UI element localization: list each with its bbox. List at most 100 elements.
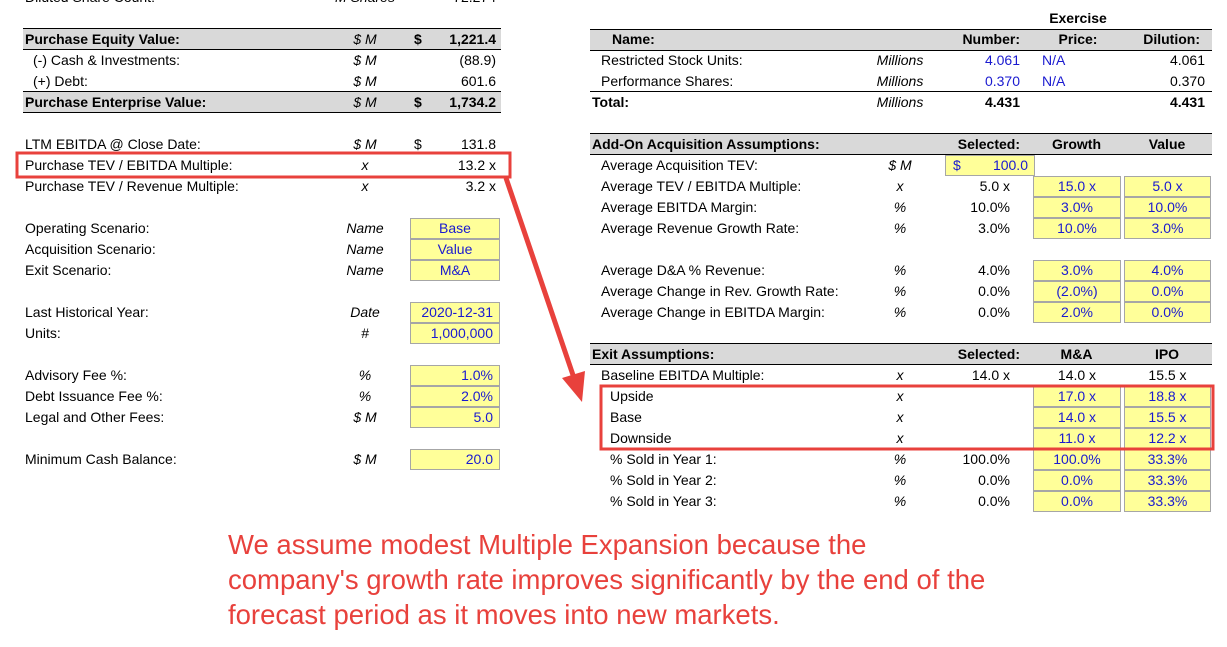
row-value: 15.5 x [1148, 367, 1187, 383]
input-cell [1033, 470, 1121, 491]
row-label: Restricted Stock Units: [601, 52, 743, 68]
row-value: 10.0% [970, 199, 1010, 215]
row-unit: $ M [353, 451, 377, 467]
row-unit: % [893, 451, 907, 467]
row-label: Legal and Other Fees: [25, 409, 165, 425]
row-value: 14.0 x [1057, 409, 1097, 425]
row-unit: x [896, 388, 904, 404]
row-unit: $ M [353, 73, 377, 89]
row-value: 18.8 x [1148, 388, 1187, 404]
row-unit: Name [346, 241, 384, 257]
section-header: Exit Assumptions: [592, 346, 715, 362]
row-value: 4.431 [1169, 94, 1205, 110]
header-band [23, 28, 501, 50]
row-value: 33.3% [1147, 493, 1188, 509]
column-header: Selected: [957, 136, 1020, 152]
input-cell [1033, 281, 1121, 302]
row-value: 3.0% [1151, 220, 1184, 236]
row-value: 12.2 x [1148, 430, 1187, 446]
row-value: 0.0% [978, 304, 1010, 320]
row-unit: % [358, 367, 372, 383]
input-cell [1124, 197, 1211, 218]
input-cell [1033, 407, 1121, 428]
row-label: Performance Shares: [601, 73, 734, 89]
row-value: 20.0 [465, 451, 493, 467]
input-cell [1124, 281, 1211, 302]
row-value: 15.5 x [1148, 409, 1187, 425]
row-value: 3.0% [1061, 262, 1093, 278]
input-cell [1124, 260, 1211, 281]
row-value: 72.274 [400, 0, 496, 8]
row-label: LTM EBITDA @ Close Date: [25, 136, 201, 152]
row-label: Acquisition Scenario: [25, 241, 156, 257]
row-value: 14.0 x [971, 367, 1010, 383]
input-cell [410, 407, 500, 428]
input-cell [1124, 491, 1211, 512]
header-band [590, 343, 1212, 365]
header-band [590, 29, 1212, 51]
row-label: Purchase Enterprise Value: [25, 94, 207, 110]
row-value: 4.061 [1169, 52, 1205, 68]
input-cell [410, 218, 500, 239]
row-unit: x [896, 178, 904, 194]
row-value: 4.0% [1151, 262, 1184, 278]
row-unit: $ M [353, 52, 377, 68]
input-cell [1033, 260, 1121, 281]
row-value: 4.0% [978, 262, 1010, 278]
row-unit: $ M [353, 409, 377, 425]
highlight-box [599, 384, 1215, 451]
row-value: 5.0 [473, 409, 493, 425]
row-label: Base [610, 409, 642, 425]
input-cell [1124, 470, 1211, 491]
header-band [23, 91, 501, 113]
row-value: 0.0% [1151, 304, 1184, 320]
row-unit: x [896, 367, 904, 383]
row-value: Base [439, 220, 471, 236]
row-value: 33.3% [1147, 451, 1188, 467]
input-cell [1124, 218, 1211, 239]
input-cell [410, 302, 500, 323]
row-unit: x [896, 409, 904, 425]
row-unit: x [896, 430, 904, 446]
row-value: 1.0% [461, 367, 493, 383]
row-value: 0.0% [1061, 493, 1093, 509]
row-label: Units: [25, 325, 61, 341]
row-label: (+) Debt: [33, 73, 88, 89]
row-value: 5.0 x [1152, 178, 1183, 194]
currency-sign: $ [414, 136, 422, 152]
column-header: Value [1148, 136, 1186, 152]
row-value: 14.0 x [1057, 367, 1097, 383]
header-band [590, 133, 1212, 155]
row-value: 4.061 [984, 52, 1020, 68]
currency-sign: $ [953, 157, 961, 173]
annotation-text: company's growth rate improves significa… [228, 564, 986, 595]
currency-sign: $ [414, 31, 422, 47]
row-unit: $ M [353, 136, 377, 152]
row-label: Last Historical Year: [25, 304, 149, 320]
row-label: Advisory Fee %: [25, 367, 127, 383]
row-unit: $ M [353, 31, 377, 47]
row-label: % Sold in Year 1: [610, 451, 717, 467]
row-unit: % [893, 262, 907, 278]
row-value: 11.0 x [1058, 430, 1096, 446]
row-label: % Sold in Year 3: [610, 493, 717, 509]
column-header: Exercise [1049, 10, 1107, 26]
row-unit: Name [346, 262, 384, 278]
row-value: 0.0% [978, 493, 1010, 509]
row-value: 100.0% [962, 451, 1010, 467]
row-unit: % [893, 199, 907, 215]
row-label: Purchase TEV / Revenue Multiple: [25, 178, 239, 194]
row-value: 1,734.2 [449, 94, 496, 110]
arrow [503, 177, 577, 379]
input-cell [410, 239, 500, 260]
row-value: 0.0% [978, 472, 1010, 488]
total-rule [590, 91, 1212, 92]
highlight-box [15, 151, 512, 179]
row-label: (-) Cash & Investments: [33, 52, 181, 68]
column-header: Dilution: [1143, 31, 1200, 47]
input-cell [1033, 302, 1121, 323]
row-label: Operating Scenario: [25, 220, 150, 236]
row-value: 5.0 x [979, 178, 1010, 194]
row-unit: Millions [876, 94, 924, 110]
input-cell [1033, 218, 1121, 239]
